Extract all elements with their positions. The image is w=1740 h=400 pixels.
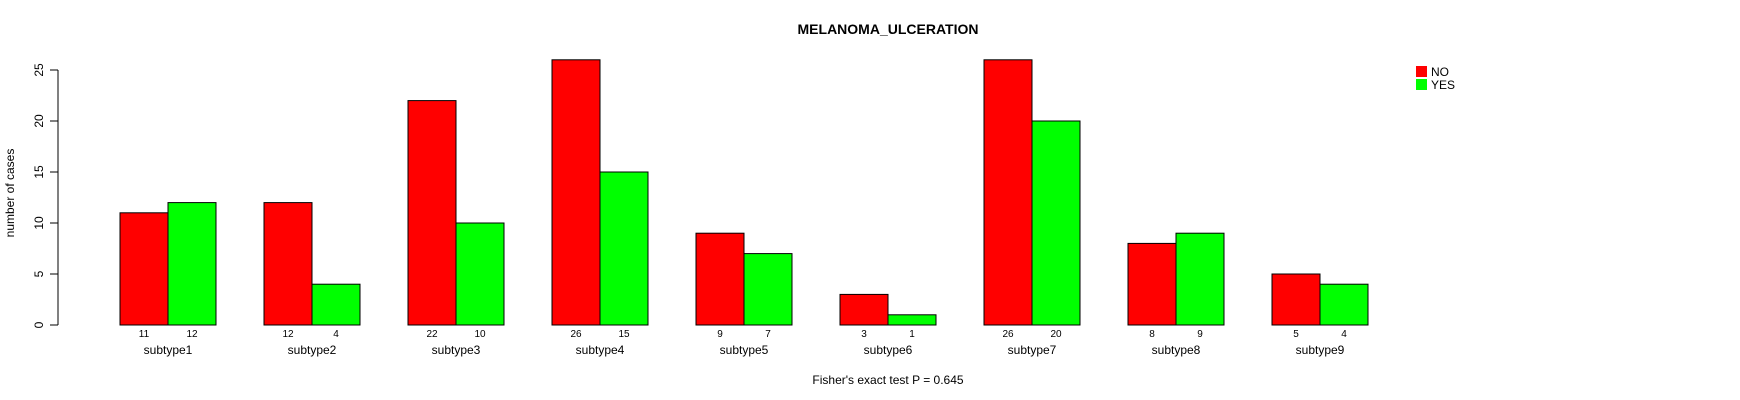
bar-count-label: 9 xyxy=(1197,329,1203,340)
bar-subtype1-no xyxy=(119,212,169,326)
category-label: subtype5 xyxy=(720,343,769,357)
category-label: subtype7 xyxy=(1008,343,1057,357)
bar-subtype4-yes xyxy=(599,171,649,326)
y-axis-label: number of cases xyxy=(3,149,17,238)
x-axis-label: Fisher's exact test P = 0.645 xyxy=(812,373,963,387)
category-label: subtype6 xyxy=(864,343,913,357)
y-tick-label: 10 xyxy=(32,216,46,230)
bar-subtype8-yes xyxy=(1175,232,1225,326)
bar-count-label: 5 xyxy=(1293,329,1299,340)
bar-count-label: 20 xyxy=(1050,329,1062,340)
bar-count-label: 12 xyxy=(186,329,198,340)
bar-subtype6-yes xyxy=(887,314,937,326)
y-tick-label: 25 xyxy=(32,63,46,77)
bar-subtype3-no xyxy=(407,100,457,326)
bar-subtype2-yes xyxy=(311,283,361,326)
bar-subtype4-no xyxy=(551,59,601,326)
chart-title: MELANOMA_ULCERATION xyxy=(798,21,979,37)
y-tick-label: 15 xyxy=(32,165,46,179)
bar-count-label: 22 xyxy=(426,329,438,340)
bar-count-label: 15 xyxy=(618,329,630,340)
bar-count-label: 11 xyxy=(139,329,150,340)
bar-count-label: 3 xyxy=(861,329,867,340)
legend-swatch-no xyxy=(1416,66,1427,77)
category-label: subtype8 xyxy=(1152,343,1201,357)
bar-count-label: 8 xyxy=(1149,329,1155,340)
bar-count-label: 26 xyxy=(570,329,582,340)
bar-count-label: 10 xyxy=(474,329,486,340)
bar-subtype5-no xyxy=(695,232,745,326)
bar-subtype8-no xyxy=(1127,242,1177,326)
bar-count-label: 4 xyxy=(1341,329,1347,340)
bar-count-label: 12 xyxy=(282,329,294,340)
legend-swatch-yes xyxy=(1416,79,1427,90)
bar-subtype3-yes xyxy=(455,222,505,326)
bar-subtype5-yes xyxy=(743,253,793,326)
y-tick-label: 5 xyxy=(32,270,46,277)
legend-label-no: NO xyxy=(1431,65,1449,79)
bar-subtype6-no xyxy=(839,293,889,326)
bar-count-label: 26 xyxy=(1002,329,1014,340)
category-label: subtype4 xyxy=(576,343,625,357)
category-label: subtype9 xyxy=(1296,343,1345,357)
y-tick-label: 0 xyxy=(32,321,46,328)
bar-subtype7-yes xyxy=(1031,120,1081,326)
bar-subtype2-no xyxy=(263,202,313,326)
bar-count-label: 7 xyxy=(765,329,771,340)
bar-count-label: 4 xyxy=(333,329,339,340)
category-label: subtype2 xyxy=(288,343,337,357)
category-label: subtype1 xyxy=(144,343,193,357)
bar-subtype9-yes xyxy=(1319,283,1369,326)
bar-count-label: 1 xyxy=(909,329,915,340)
y-tick-label: 20 xyxy=(32,114,46,128)
legend-label-yes: YES xyxy=(1431,78,1455,92)
bar-subtype9-no xyxy=(1271,273,1321,326)
bar-subtype7-no xyxy=(983,59,1033,326)
bar-count-label: 9 xyxy=(717,329,723,340)
category-label: subtype3 xyxy=(432,343,481,357)
y-axis: 0 5 10 15 20 25 xyxy=(32,63,59,328)
bar-subtype1-yes xyxy=(167,202,217,326)
